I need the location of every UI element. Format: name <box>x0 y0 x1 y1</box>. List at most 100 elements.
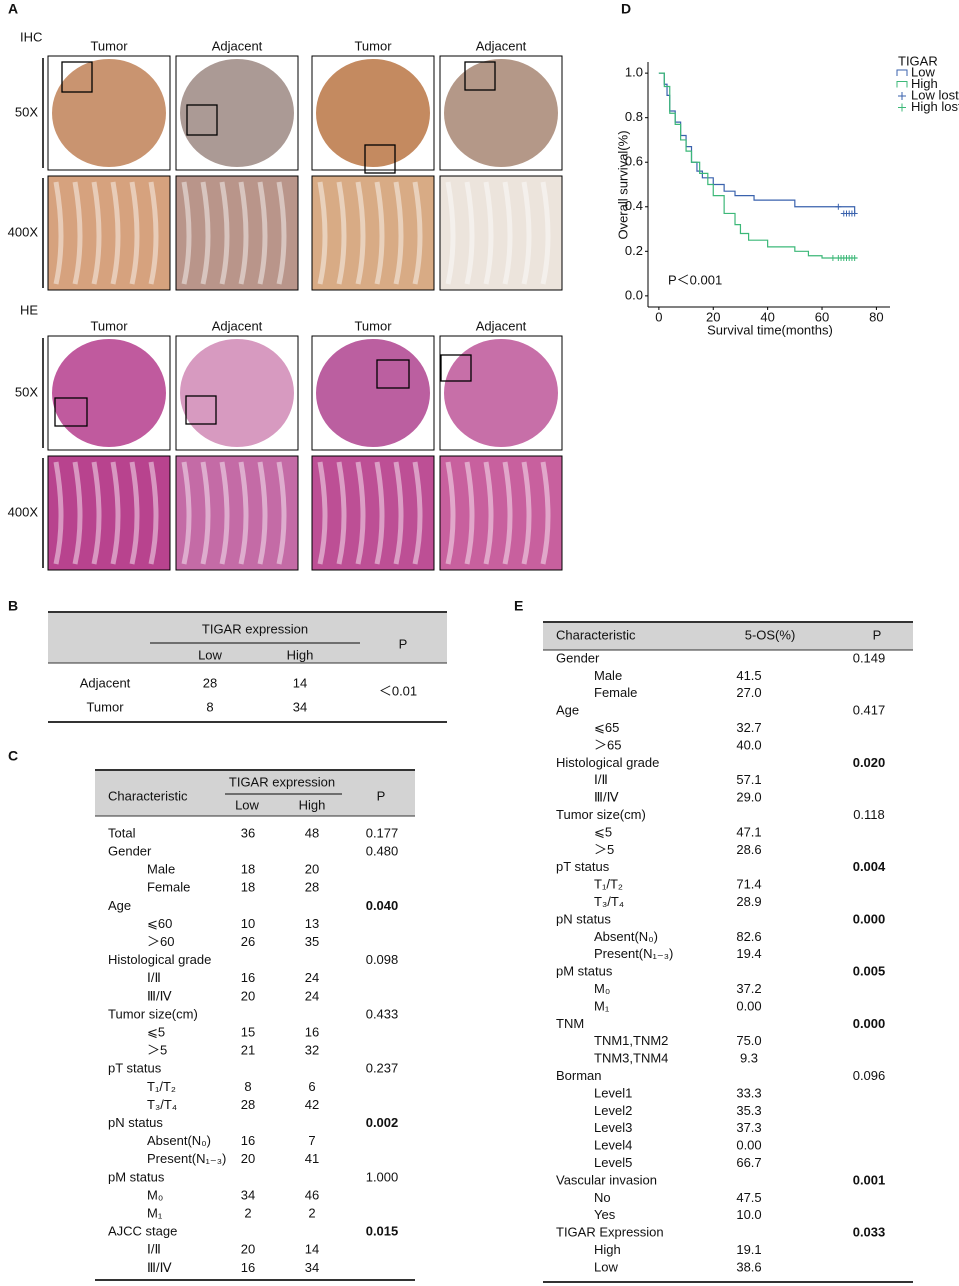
y-tick-label: 0.6 <box>625 154 643 169</box>
panel-label: A <box>8 1 18 17</box>
row-label: Present(N₁₋₃) <box>594 946 673 961</box>
header-band <box>95 770 415 816</box>
tissue-texture <box>129 461 140 565</box>
micrograph-frame <box>175 175 299 291</box>
legend-label: Low <box>911 64 935 79</box>
table-cell: 0.433 <box>366 1006 399 1021</box>
y-tick-label: 0.2 <box>625 243 643 258</box>
header-cell: Characteristic <box>108 788 188 803</box>
table-cell: 34 <box>305 1260 319 1275</box>
tissue-texture <box>502 181 513 285</box>
table-cell: 16 <box>241 1133 255 1148</box>
table-cell: 38.6 <box>736 1259 761 1274</box>
header-cell: P <box>377 788 386 803</box>
table-cell: 57.1 <box>736 772 761 787</box>
survival-curve <box>658 72 858 259</box>
micrograph-frame <box>439 455 563 571</box>
row-label: Gender <box>556 650 600 665</box>
row-label: ⩽5 <box>594 824 612 839</box>
table-cell: 14 <box>305 1242 319 1257</box>
x-tick-label: 40 <box>760 309 774 324</box>
row-label: Level3 <box>594 1120 632 1135</box>
tissue-texture <box>219 181 230 285</box>
tissue-texture <box>412 461 423 565</box>
row-label: Level1 <box>594 1085 632 1100</box>
table-cell: 28 <box>241 1097 255 1112</box>
tissue-texture <box>238 461 249 565</box>
censor-mark <box>835 203 842 210</box>
table-cell: 20 <box>241 1151 255 1166</box>
inset-box <box>364 144 396 174</box>
row-label: Age <box>556 703 579 718</box>
axis-label: Overall survival(%) <box>615 130 630 239</box>
tissue-texture <box>200 181 211 285</box>
row-label: pM status <box>108 1169 165 1184</box>
table-cell: 20 <box>241 988 255 1003</box>
table-cell: 10.0 <box>736 1207 761 1222</box>
row-label: pT status <box>108 1061 162 1076</box>
row-label: Ⅲ/Ⅳ <box>147 1260 172 1275</box>
row-label: No <box>594 1190 611 1205</box>
table-cell: 26 <box>241 934 255 949</box>
header-band <box>543 622 913 650</box>
table-cell: 27.0 <box>736 685 761 700</box>
table-cell: ＜0.01 <box>379 683 417 698</box>
column-label: Adjacent <box>212 38 263 53</box>
table-cell: 28 <box>203 675 217 690</box>
x-tick-label: 0 <box>655 309 662 324</box>
micrograph-frame <box>47 455 171 571</box>
table-cell: 0.480 <box>366 844 399 859</box>
row-label: Ⅰ/Ⅱ <box>147 1242 161 1257</box>
inset-box <box>464 61 496 91</box>
row-label: pM status <box>556 964 613 979</box>
header-band <box>48 612 447 663</box>
tissue-texture <box>91 181 102 285</box>
x-tick-label: 20 <box>706 309 720 324</box>
table-cell: 75.0 <box>736 1033 761 1048</box>
table-cell: 19.1 <box>736 1242 761 1257</box>
row-label: Absent(N₀) <box>594 929 658 944</box>
tissue-texture <box>540 181 551 285</box>
row-label: Female <box>594 685 637 700</box>
section-label: HE <box>20 302 38 317</box>
table-cell: 28.9 <box>736 894 761 909</box>
table-cell: 8 <box>244 1079 251 1094</box>
row-label: pN status <box>556 911 611 926</box>
table-cell: 0.033 <box>853 1225 886 1240</box>
table-cell: 0.005 <box>853 964 886 979</box>
table-cell: 0.00 <box>736 1138 761 1153</box>
header-cell: High <box>287 647 314 662</box>
row-label: High <box>594 1242 621 1257</box>
header-cell: High <box>299 797 326 812</box>
tissue-texture <box>393 461 404 565</box>
section-label: IHC <box>20 29 42 44</box>
table-cell: 0.118 <box>853 807 885 822</box>
censor-mark <box>829 255 836 261</box>
tissue-texture <box>445 461 456 565</box>
column-label: Adjacent <box>212 318 263 333</box>
table-cell: 0.004 <box>853 859 886 874</box>
table-cell: 6 <box>308 1079 315 1094</box>
tissue-texture <box>148 461 159 565</box>
legend-swatch <box>898 103 906 112</box>
tissue-texture <box>181 461 192 565</box>
row-label: Absent(N₀) <box>147 1133 211 1148</box>
tissue-texture <box>110 181 121 285</box>
tissue-texture <box>483 181 494 285</box>
row-label: Ⅲ/Ⅳ <box>594 790 619 805</box>
legend-label: Low lost <box>911 87 959 102</box>
row-label: Level4 <box>594 1138 632 1153</box>
panel-label: D <box>621 1 631 17</box>
row-label: Level5 <box>594 1155 632 1170</box>
table-cell: 15 <box>241 1025 255 1040</box>
censor-mark <box>851 210 858 217</box>
table-cell: 7 <box>308 1133 315 1148</box>
table-cell: 37.2 <box>736 981 761 996</box>
table-cell: 10 <box>241 916 255 931</box>
row-label: Level2 <box>594 1103 632 1118</box>
row-label: Histological grade <box>556 755 659 770</box>
header-cell: Low <box>198 647 222 662</box>
row-label: Tumor size(cm) <box>108 1006 198 1021</box>
header-cell: Low <box>235 797 259 812</box>
row-label: T₃/T₄ <box>594 894 624 909</box>
